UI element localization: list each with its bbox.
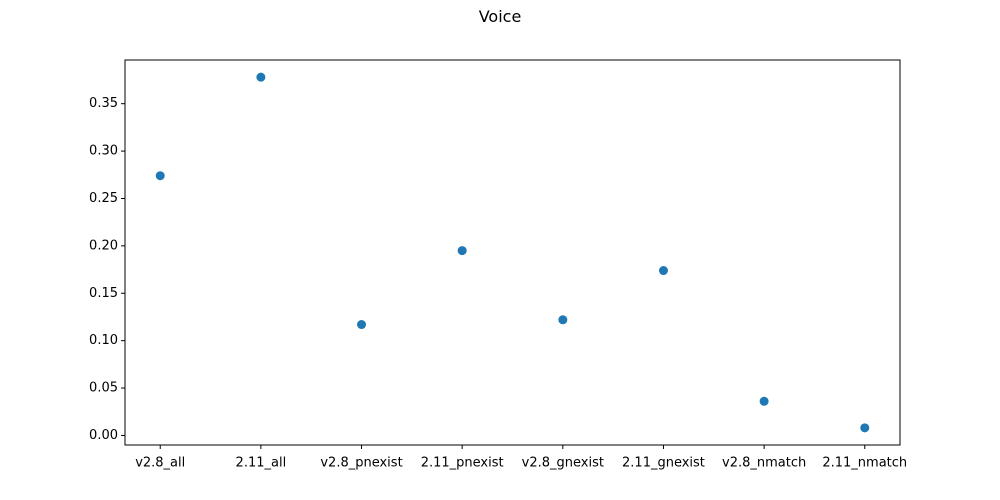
chart-title: Voice (478, 7, 522, 26)
data-points (155, 72, 870, 433)
x-tick-label: 2.11_gnexist (622, 456, 705, 471)
x-tick-label: 2.11_nmatch (822, 456, 907, 471)
data-point (759, 396, 769, 406)
data-point (357, 320, 367, 330)
x-tick-label: v2.8_all (135, 456, 185, 471)
data-point (457, 246, 467, 256)
y-tick-label: 0.20 (89, 238, 118, 253)
y-tick-label: 0.25 (89, 191, 118, 206)
y-tick-label: 0.00 (89, 428, 118, 443)
y-tick-label: 0.10 (89, 333, 118, 348)
y-tick-label: 0.30 (89, 144, 118, 159)
x-tick-label: 2.11_all (236, 456, 287, 471)
y-tick-label: 0.35 (89, 96, 118, 111)
x-tick-label: 2.11_pnexist (421, 456, 504, 471)
x-tick-label: v2.8_nmatch (722, 456, 806, 471)
axes-frame (124, 59, 901, 446)
data-point (558, 315, 568, 325)
y-tick-label: 0.15 (89, 286, 118, 301)
x-tick-label: v2.8_pnexist (320, 456, 402, 471)
data-point (658, 266, 668, 276)
y-tick-label: 0.05 (89, 381, 118, 396)
data-point (256, 72, 266, 82)
y-axis: 0.00 0.05 0.10 0.15 0.20 0.25 0.30 0.35 (89, 96, 125, 443)
data-point (860, 423, 870, 433)
data-point (155, 171, 165, 181)
x-axis: v2.8_all 2.11_all v2.8_pnexist 2.11_pnexist… (135, 445, 907, 471)
x-tick-label: v2.8_gnexist (522, 456, 604, 471)
